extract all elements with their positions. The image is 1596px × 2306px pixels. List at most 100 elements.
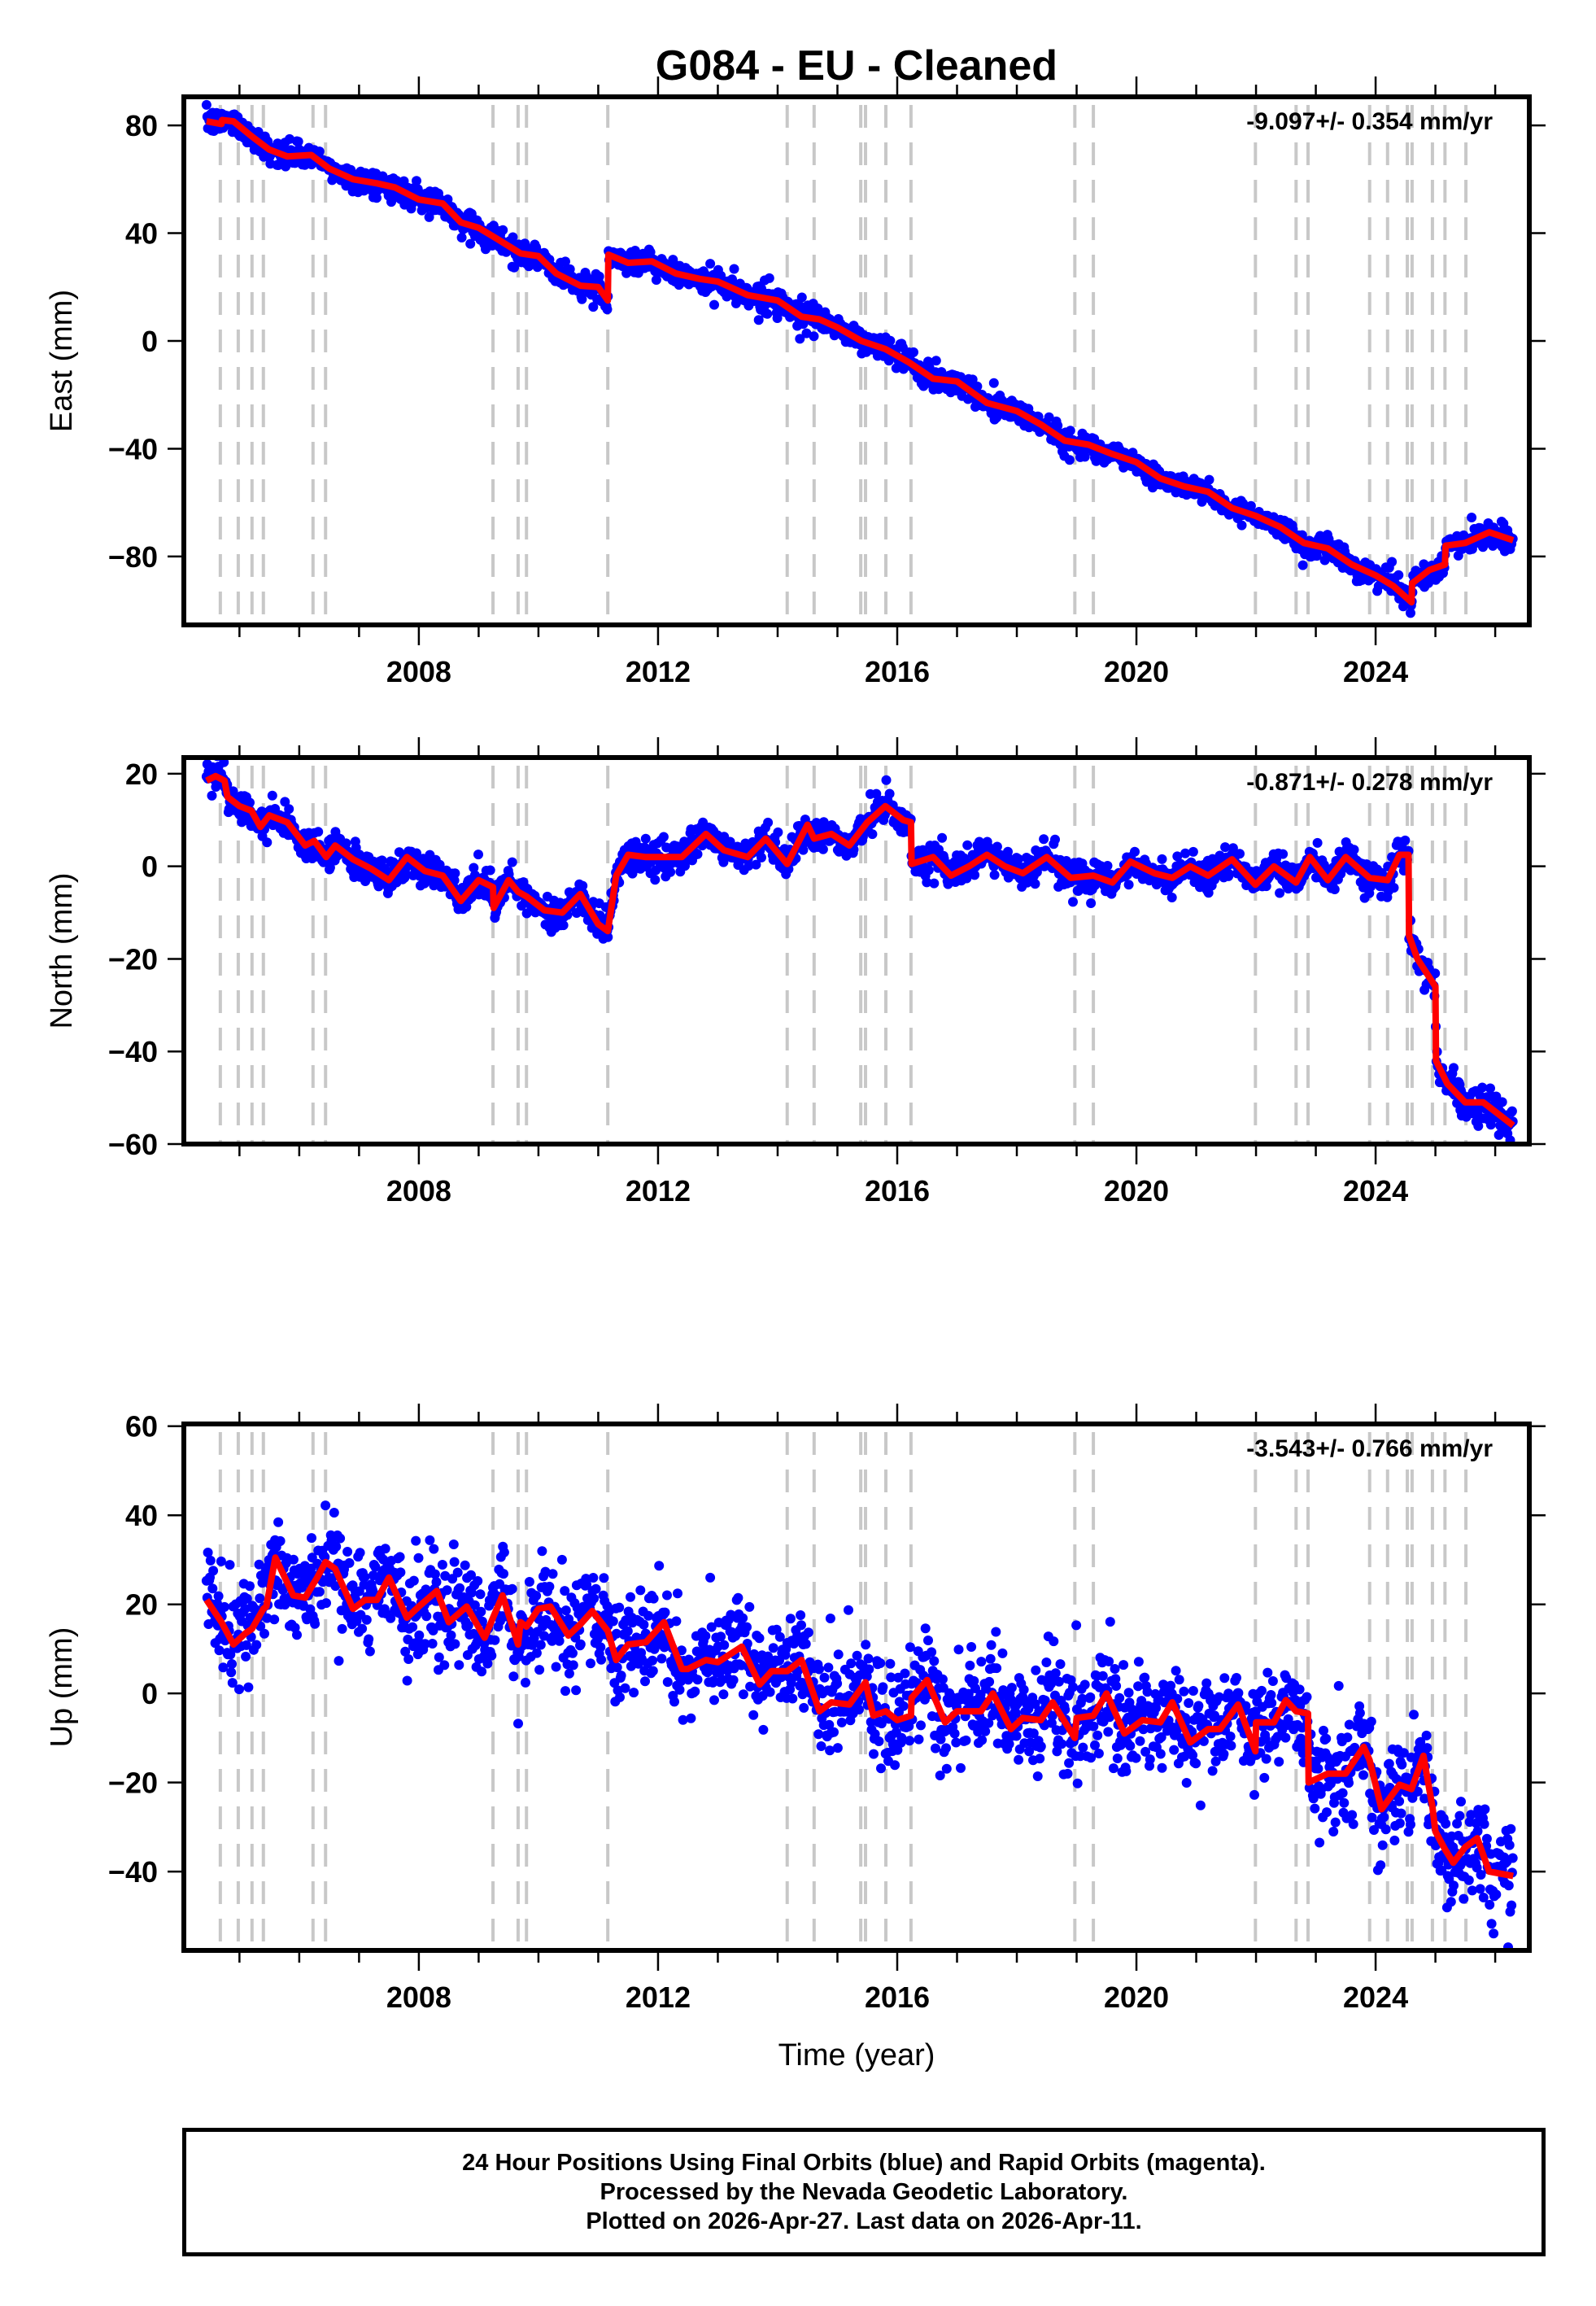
data-point (867, 829, 878, 840)
data-point (1166, 893, 1177, 902)
data-point (718, 1689, 729, 1700)
data-point (1086, 898, 1097, 908)
data-point (207, 1583, 218, 1594)
data-point (337, 1623, 347, 1634)
data-point (498, 225, 508, 235)
data-point (448, 1540, 459, 1549)
data-point (620, 1683, 630, 1693)
data-point (421, 1611, 432, 1622)
data-point (395, 1567, 406, 1578)
data-point (970, 870, 980, 880)
data-point (225, 1649, 236, 1660)
data-point (706, 1622, 717, 1632)
data-point (686, 1713, 696, 1723)
data-point (809, 331, 819, 342)
data-point (588, 302, 599, 312)
data-point (1204, 474, 1214, 485)
data-point (692, 849, 703, 859)
data-point (648, 1655, 657, 1666)
data-point (420, 1639, 430, 1649)
data-point (531, 1648, 542, 1658)
data-point (408, 1622, 418, 1632)
data-point (234, 1684, 244, 1695)
data-point (275, 1535, 286, 1546)
data-point (594, 271, 604, 282)
data-point (452, 1567, 463, 1578)
data-point (931, 356, 941, 366)
data-point (558, 920, 569, 931)
data-point (482, 1658, 493, 1669)
data-point (1389, 883, 1399, 893)
data-point (571, 1685, 582, 1696)
data-point (923, 865, 934, 876)
data-point (413, 1553, 424, 1563)
data-point (673, 1588, 682, 1599)
x-tick-label: 2024 (1343, 1174, 1408, 1208)
data-point (586, 1658, 595, 1669)
data-point (425, 1535, 435, 1545)
plot-frame (181, 94, 1532, 627)
data-point (1449, 1063, 1459, 1073)
data-point (364, 1646, 375, 1657)
data-point (1485, 1083, 1495, 1094)
data-point (227, 1678, 238, 1688)
data-point (226, 1667, 237, 1678)
data-point (245, 1581, 255, 1592)
data-point (344, 1557, 355, 1568)
data-point (507, 1583, 517, 1594)
data-point (709, 1695, 719, 1705)
model-line (206, 116, 1515, 606)
data-point (412, 848, 421, 858)
data-point (378, 1554, 389, 1565)
y-axis-label: North (mm) (45, 872, 79, 1029)
data-point (582, 1579, 592, 1590)
data-point (753, 315, 764, 325)
data-point (1497, 1097, 1507, 1107)
data-point (1022, 877, 1032, 888)
x-tick-label: 2008 (386, 1174, 451, 1208)
data-point (742, 1622, 752, 1632)
data-point (728, 1675, 739, 1685)
data-point (1400, 835, 1411, 845)
data-point (669, 1697, 679, 1707)
data-point (796, 292, 807, 303)
y-tick-label: 80 (125, 109, 158, 142)
data-point (455, 1583, 465, 1593)
data-point (1157, 854, 1167, 864)
data-point (508, 1671, 519, 1682)
data-point (218, 1662, 229, 1673)
data-point (212, 1599, 222, 1609)
data-point (643, 1610, 654, 1621)
data-point (386, 1613, 396, 1623)
data-point (463, 1620, 473, 1631)
data-point (1003, 846, 1013, 857)
data-point (284, 804, 294, 815)
data-point (357, 1623, 368, 1634)
data-point (744, 1601, 755, 1612)
data-point (321, 1598, 331, 1609)
data-point (595, 1642, 606, 1653)
data-point (660, 1607, 670, 1618)
data-point (1039, 834, 1049, 845)
data-point (331, 1541, 342, 1552)
data-point (368, 1570, 378, 1581)
y-tick-label: 0 (142, 850, 158, 884)
data-point (402, 1675, 412, 1686)
data-point (355, 1548, 365, 1558)
data-point (564, 1668, 574, 1679)
data-point (310, 1618, 321, 1629)
data-point (535, 1640, 546, 1650)
data-point (1188, 846, 1198, 857)
data-point (560, 1686, 570, 1697)
data-point (674, 1684, 685, 1695)
data-point (1278, 849, 1289, 859)
data-point (429, 1544, 439, 1554)
data-point (560, 1586, 570, 1596)
gps-timeseries-figure: G084 - EU - Cleaned 2008 2012 2016 2020 2024… (45, 42, 1546, 2072)
data-point (499, 1547, 509, 1557)
data-point (560, 256, 570, 267)
data-point (1236, 520, 1247, 531)
data-point (884, 788, 895, 799)
data-point (1477, 1082, 1488, 1093)
